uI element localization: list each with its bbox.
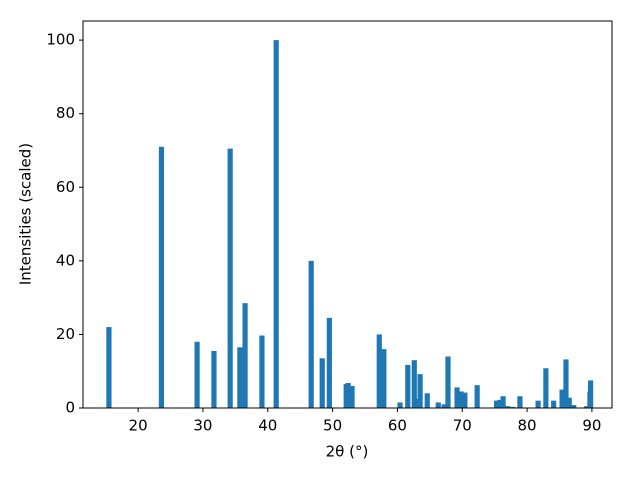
bar <box>397 402 403 408</box>
bar <box>441 404 447 408</box>
bar <box>326 317 332 408</box>
bar <box>505 406 511 408</box>
bar <box>349 385 355 408</box>
bar <box>494 400 500 408</box>
y-axis-label: Intensities (scaled) <box>17 143 35 285</box>
bar <box>500 396 506 408</box>
x-axis-label: 2θ (°) <box>326 443 369 461</box>
x-tick-label: 80 <box>518 417 537 435</box>
bar <box>510 406 516 408</box>
bar <box>458 391 464 408</box>
bar <box>194 341 200 408</box>
bar <box>584 406 590 408</box>
bar <box>106 327 112 408</box>
bar <box>273 40 279 409</box>
bar <box>445 356 451 408</box>
bar <box>158 146 165 409</box>
x-tick-label: 60 <box>388 417 407 435</box>
y-tick-label: 40 <box>56 251 75 269</box>
bar <box>571 405 577 408</box>
bar <box>435 402 441 408</box>
bar <box>319 358 325 408</box>
bar <box>405 364 411 408</box>
bar <box>474 385 480 408</box>
bar <box>535 400 541 408</box>
x-tick-label: 30 <box>193 417 212 435</box>
x-tick-label: 90 <box>582 417 601 435</box>
bar <box>424 393 430 408</box>
bar <box>462 392 468 408</box>
bar <box>211 350 217 408</box>
x-tick-label: 40 <box>258 417 277 435</box>
bar <box>517 396 523 408</box>
x-tick-label: 20 <box>129 417 148 435</box>
bar <box>559 389 565 408</box>
bar <box>376 334 382 408</box>
y-tick-label: 20 <box>56 325 75 343</box>
bar <box>308 260 314 408</box>
plot-frame <box>82 20 613 409</box>
bar <box>345 382 351 408</box>
bar <box>381 349 387 408</box>
bar <box>543 368 549 408</box>
bar <box>566 397 572 408</box>
bar <box>259 335 265 408</box>
bar <box>454 387 460 408</box>
bar <box>497 399 503 408</box>
bar <box>227 148 233 409</box>
bar <box>417 374 423 408</box>
bar <box>563 359 569 408</box>
y-tick-label: 60 <box>56 178 75 196</box>
y-tick-label: 0 <box>65 399 75 417</box>
y-tick-label: 80 <box>56 104 75 122</box>
x-tick-label: 70 <box>453 417 472 435</box>
bar <box>242 303 248 408</box>
x-tick-label: 50 <box>323 417 342 435</box>
y-tick-label: 100 <box>46 31 75 49</box>
bar <box>588 380 594 408</box>
bar <box>237 347 243 408</box>
bar <box>551 400 557 408</box>
bar <box>411 360 417 408</box>
